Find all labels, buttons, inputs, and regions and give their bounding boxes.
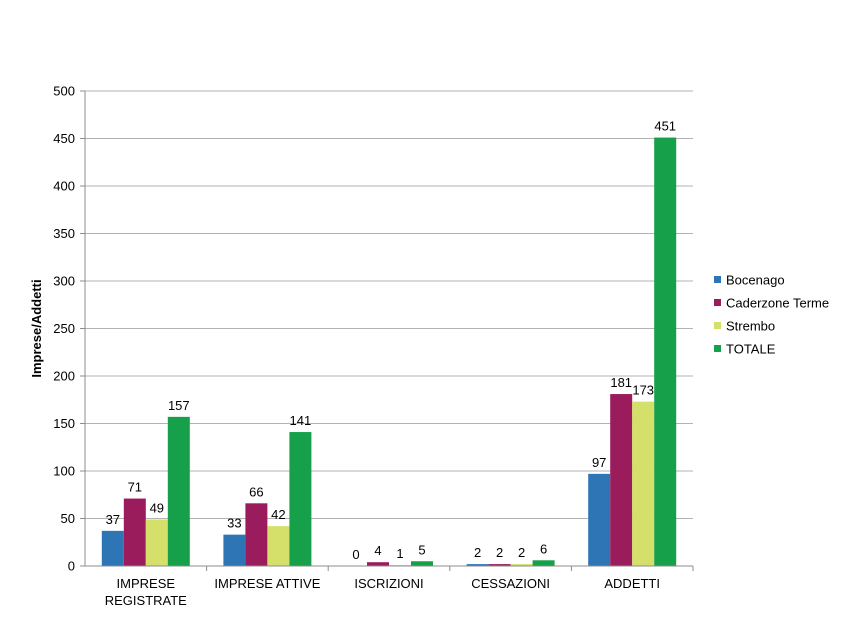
data-label: 2 <box>474 545 481 560</box>
bar <box>223 534 246 566</box>
bars <box>101 137 677 567</box>
data-label: 2 <box>518 545 525 560</box>
data-label: 1 <box>396 546 403 561</box>
legend: Bocenago Caderzone Terme Strembo TOTALE <box>714 273 829 357</box>
axes <box>80 91 693 567</box>
data-label: 173 <box>632 383 654 398</box>
x-category-label: ISCRIZIONI <box>354 576 423 591</box>
legend-label: Bocenago <box>726 273 785 288</box>
x-category-label: ADDETTI <box>604 576 660 591</box>
y-tick-label: 50 <box>61 511 75 526</box>
y-axis-label: Imprese/Addetti <box>29 279 44 377</box>
y-axis-ticks: 0 50 100 150 200 250 300 350 400 450 500 <box>53 84 85 574</box>
x-category-label: CESSAZIONI <box>471 576 550 591</box>
data-label: 2 <box>496 545 503 560</box>
data-label: 66 <box>249 484 263 499</box>
data-label: 451 <box>654 119 676 134</box>
bar <box>488 564 511 566</box>
y-tick-label: 400 <box>53 179 75 194</box>
x-category-label: REGISTRATE <box>105 593 187 608</box>
bar <box>145 519 168 566</box>
data-label: 6 <box>540 541 547 556</box>
y-tick-label: 100 <box>53 464 75 479</box>
x-axis-categories: IMPRESE REGISTRATE IMPRESE ATTIVE ISCRIZION… <box>105 566 694 608</box>
bar <box>610 394 633 566</box>
data-label: 5 <box>418 542 425 557</box>
data-label: 37 <box>106 512 120 527</box>
data-label: 33 <box>227 516 241 531</box>
bar <box>101 530 124 566</box>
data-label: 141 <box>290 413 312 428</box>
bar <box>267 526 290 566</box>
y-tick-label: 450 <box>53 131 75 146</box>
legend-label: TOTALE <box>726 342 776 357</box>
y-tick-label: 0 <box>68 559 75 574</box>
data-label: 71 <box>128 480 142 495</box>
x-category-label: IMPRESE <box>117 576 176 591</box>
legend-swatch <box>714 345 721 352</box>
data-label: 4 <box>374 543 381 558</box>
legend-label: Strembo <box>726 319 775 334</box>
x-category-label: IMPRESE ATTIVE <box>214 576 320 591</box>
bar <box>367 562 389 566</box>
data-label: 0 <box>352 547 359 562</box>
bar <box>632 401 655 566</box>
y-tick-label: 250 <box>53 321 75 336</box>
bar <box>411 561 433 566</box>
y-tick-label: 500 <box>53 84 75 99</box>
bar <box>510 564 533 566</box>
bar <box>588 473 611 566</box>
data-label: 97 <box>592 455 606 470</box>
legend-swatch <box>714 299 721 306</box>
data-label: 49 <box>150 500 164 515</box>
y-tick-label: 200 <box>53 369 75 384</box>
bar <box>123 498 146 566</box>
bar <box>532 560 555 566</box>
bar <box>245 503 268 566</box>
bar <box>167 416 190 566</box>
data-label: 42 <box>271 507 285 522</box>
y-tick-label: 150 <box>53 416 75 431</box>
bar <box>654 137 677 567</box>
y-tick-label: 350 <box>53 226 75 241</box>
y-tick-label: 300 <box>53 274 75 289</box>
legend-label: Caderzone Terme <box>726 296 829 311</box>
data-label: 157 <box>168 398 190 413</box>
bar <box>466 564 489 566</box>
legend-swatch <box>714 322 721 329</box>
bar <box>289 432 312 566</box>
legend-swatch <box>714 276 721 283</box>
data-label: 181 <box>610 375 632 390</box>
